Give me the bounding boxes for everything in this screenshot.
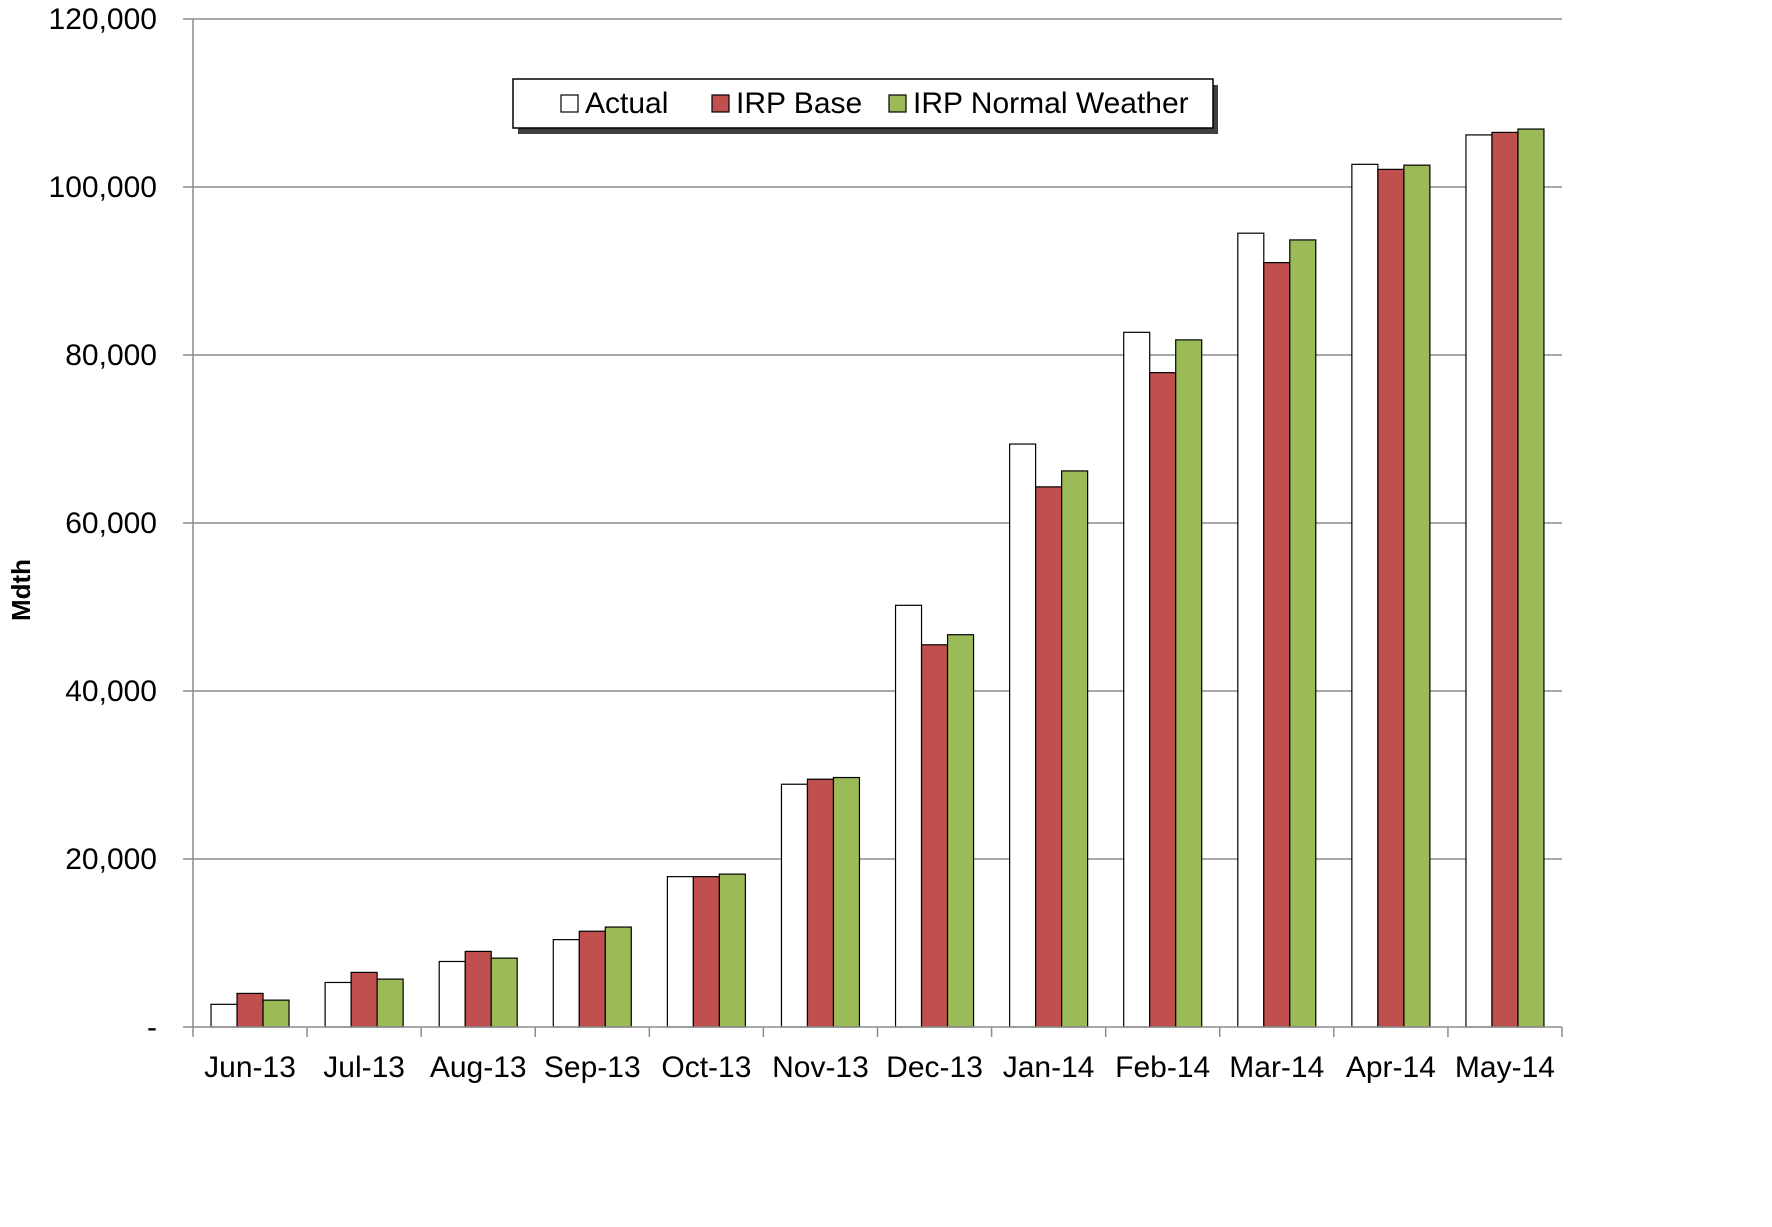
bar-actual bbox=[1352, 164, 1378, 1027]
bar-irp-normal-weather bbox=[605, 927, 631, 1027]
x-tick-label: Aug-13 bbox=[430, 1051, 527, 1084]
bar-actual bbox=[1124, 332, 1150, 1027]
bar-irp-base bbox=[693, 877, 719, 1027]
bar-actual bbox=[781, 784, 807, 1027]
bar-irp-normal-weather bbox=[1518, 129, 1544, 1027]
legend-swatch bbox=[712, 95, 729, 112]
y-tick-label: 100,000 bbox=[49, 171, 157, 204]
y-tick-label: 20,000 bbox=[65, 843, 157, 876]
y-axis-title: Mdth bbox=[6, 559, 36, 621]
x-tick-label: Feb-14 bbox=[1115, 1051, 1210, 1084]
bar-actual bbox=[1010, 444, 1036, 1027]
bar-irp-normal-weather bbox=[1062, 471, 1088, 1027]
x-tick-label: Apr-14 bbox=[1346, 1051, 1436, 1084]
y-tick-label: 80,000 bbox=[65, 339, 157, 372]
bar-irp-base bbox=[579, 931, 605, 1027]
bar-irp-normal-weather bbox=[491, 958, 517, 1027]
y-tick-labels: - 20,000 40,000 60,000 80,000 100,000 120,000 bbox=[49, 3, 157, 1044]
bar-actual bbox=[1466, 135, 1492, 1027]
bar-irp-normal-weather bbox=[1290, 240, 1316, 1027]
bar-actual bbox=[896, 605, 922, 1027]
y-tick-label: 40,000 bbox=[65, 675, 157, 708]
y-tick-label: 60,000 bbox=[65, 507, 157, 540]
x-tick-label: Jun-13 bbox=[204, 1051, 296, 1084]
x-tick-label: Jul-13 bbox=[323, 1051, 405, 1084]
bar-irp-base bbox=[1378, 169, 1404, 1027]
bar-irp-base bbox=[1492, 132, 1518, 1027]
bar-irp-base bbox=[807, 779, 833, 1027]
bar-irp-base bbox=[922, 645, 948, 1027]
x-tick-label: Oct-13 bbox=[661, 1051, 751, 1084]
bars bbox=[211, 129, 1544, 1027]
x-tick-label: Jan-14 bbox=[1003, 1051, 1095, 1084]
x-tick-label: Mar-14 bbox=[1229, 1051, 1324, 1084]
bar-irp-normal-weather bbox=[719, 874, 745, 1027]
bar-irp-base bbox=[351, 972, 377, 1027]
x-tick-label: Sep-13 bbox=[544, 1051, 641, 1084]
bar-irp-base bbox=[1264, 263, 1290, 1027]
legend: Actual IRP Base IRP Normal Weather bbox=[513, 79, 1218, 134]
bar-actual bbox=[325, 982, 351, 1027]
bar-irp-base bbox=[1150, 373, 1176, 1027]
bar-irp-normal-weather bbox=[1176, 340, 1202, 1027]
bar-irp-normal-weather bbox=[833, 778, 859, 1027]
bar-irp-base bbox=[237, 993, 263, 1027]
bar-irp-normal-weather bbox=[263, 1000, 289, 1027]
y-tick-label: 120,000 bbox=[49, 3, 157, 36]
x-tick-label: Dec-13 bbox=[886, 1051, 983, 1084]
legend-swatch bbox=[889, 95, 906, 112]
legend-swatch bbox=[561, 95, 578, 112]
bar-actual bbox=[1238, 233, 1264, 1027]
bar-irp-normal-weather bbox=[377, 979, 403, 1027]
bar-irp-normal-weather bbox=[948, 635, 974, 1027]
bar-actual bbox=[439, 961, 465, 1027]
legend-label: IRP Normal Weather bbox=[913, 87, 1189, 120]
x-tick-labels: Jun-13 Jul-13 Aug-13 Sep-13 Oct-13 Nov-13 Dec-… bbox=[204, 1051, 1555, 1084]
bar-actual bbox=[667, 877, 693, 1027]
bar-actual bbox=[211, 1004, 237, 1027]
bar-irp-base bbox=[1036, 487, 1062, 1027]
legend-label: Actual bbox=[585, 87, 668, 120]
legend-label: IRP Base bbox=[736, 87, 862, 120]
x-tick-label: Nov-13 bbox=[772, 1051, 869, 1084]
bar-actual bbox=[553, 940, 579, 1027]
y-tick-label: - bbox=[147, 1011, 157, 1044]
bar-irp-normal-weather bbox=[1404, 165, 1430, 1027]
bar-irp-base bbox=[465, 951, 491, 1027]
x-tick-label: May-14 bbox=[1455, 1051, 1555, 1084]
